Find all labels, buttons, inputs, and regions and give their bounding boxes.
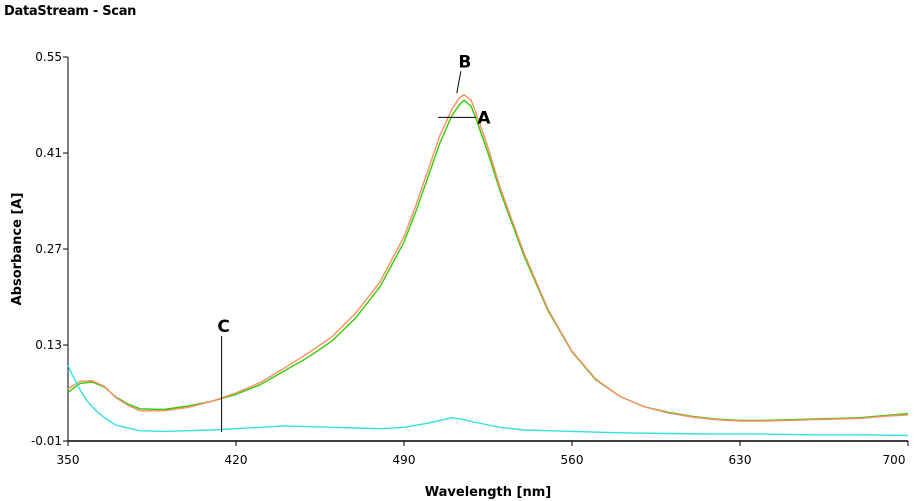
x-tick-label: 560 <box>561 453 584 467</box>
x-axis-label: Wavelength [nm] <box>425 485 551 500</box>
series-line-b <box>67 93 909 422</box>
y-tick-label: 0.13 <box>35 338 62 352</box>
series-line-c <box>67 365 909 437</box>
annotation-leader-b <box>456 71 462 94</box>
y-tick-label: 0.41 <box>35 146 62 160</box>
y-tick-label: -0.01 <box>31 434 62 448</box>
annotation-label-b: B <box>458 52 471 72</box>
y-tick-label: 0.27 <box>35 242 62 256</box>
annotation-layer: A B C <box>217 52 491 433</box>
chart-axes: -0.01 0.13 0.27 0.41 0.55 350 420 490 560 630 700 <box>31 50 909 467</box>
x-tick-label: 490 <box>393 453 416 467</box>
annotation-label-c: C <box>217 317 229 337</box>
window-title: DataStream - Scan <box>4 4 137 19</box>
series-layer <box>67 93 909 437</box>
y-axis-label: Absorbance [A] <box>10 193 25 306</box>
x-tick-label: 420 <box>225 453 248 467</box>
x-tick-label: 700 <box>883 453 906 467</box>
x-tick-label: 350 <box>57 453 80 467</box>
annotation-label-a: A <box>477 108 491 128</box>
x-tick-label: 630 <box>729 453 752 467</box>
y-tick-label: 0.55 <box>35 50 62 64</box>
